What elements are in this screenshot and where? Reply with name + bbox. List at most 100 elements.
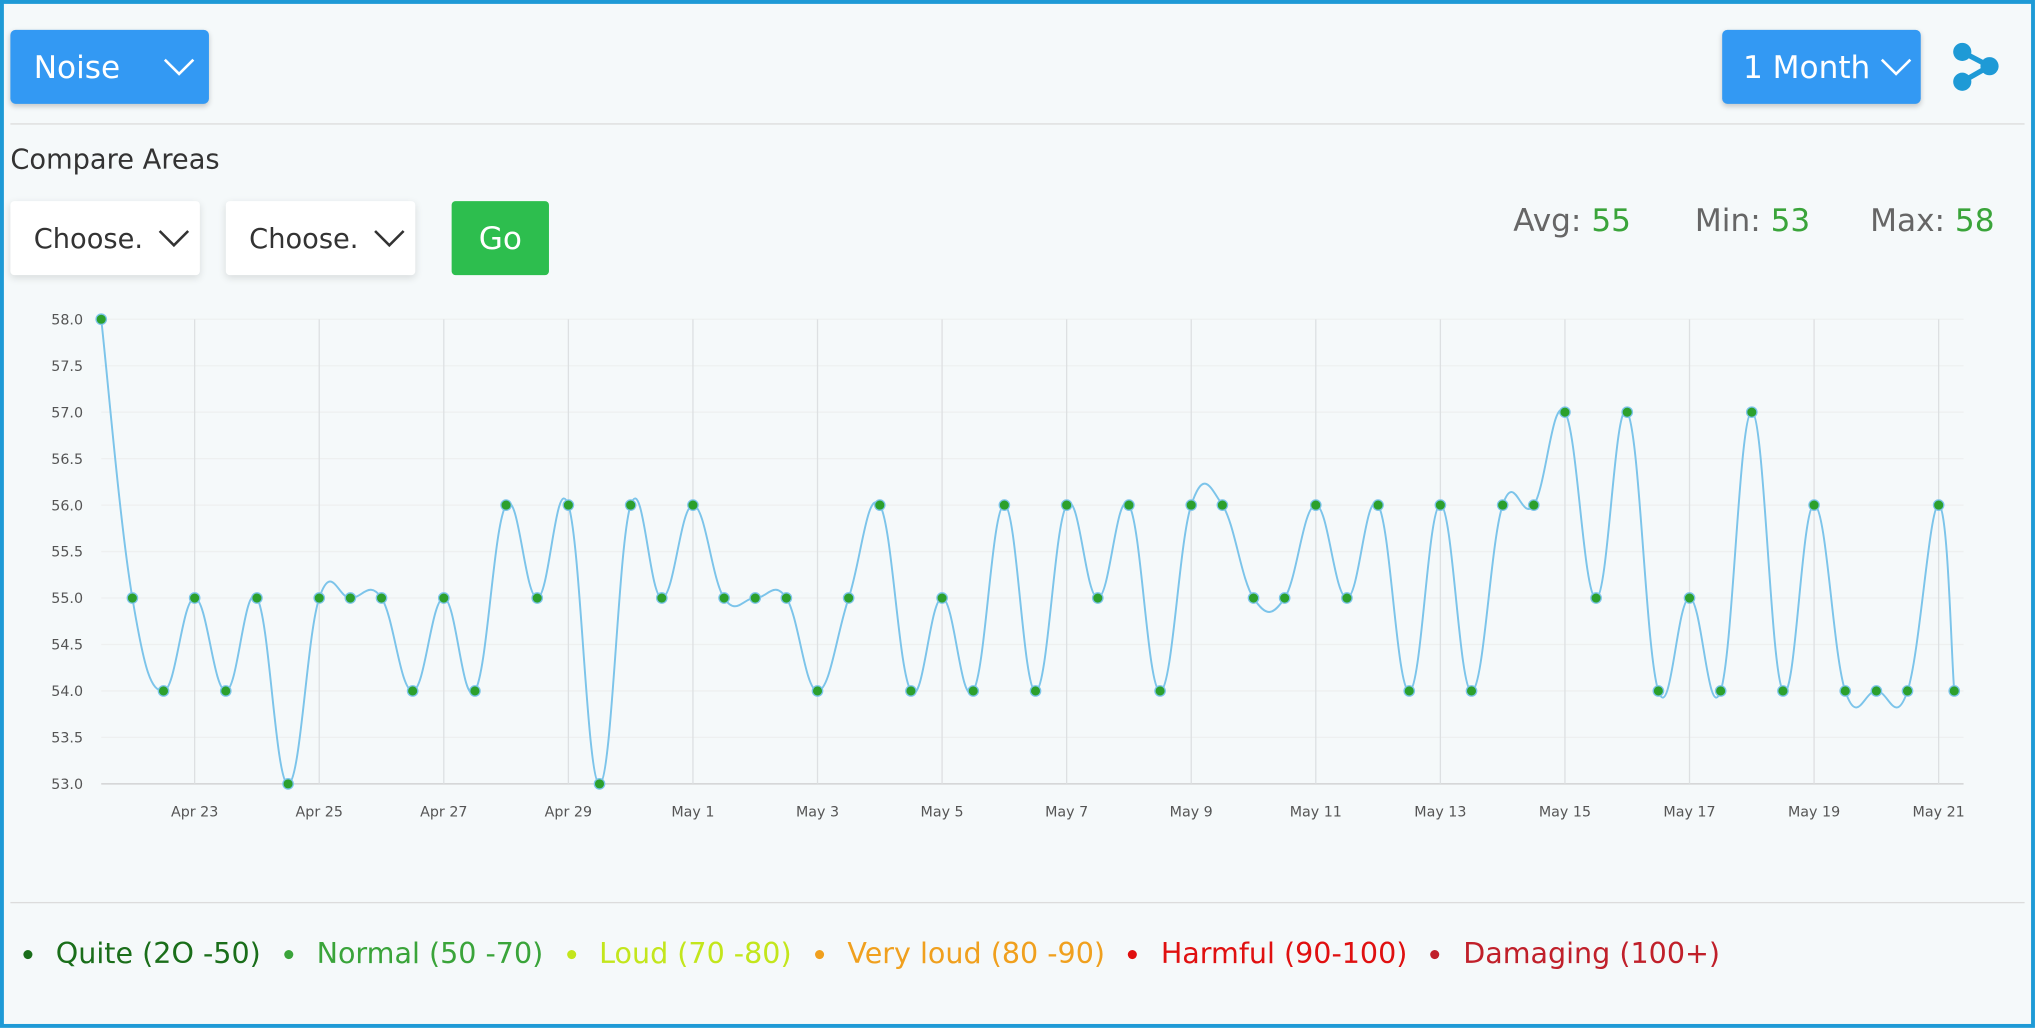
data-point (1559, 406, 1571, 419)
metric-dropdown[interactable]: Noise (10, 29, 209, 104)
y-tick-label: 54.0 (51, 684, 83, 700)
y-tick-label: 53.5 (51, 731, 83, 747)
data-point (1465, 685, 1478, 697)
data-point (811, 685, 824, 697)
y-tick-label: 57.0 (51, 405, 83, 421)
stat: Min: 53 (1695, 202, 1810, 238)
divider (10, 901, 2025, 904)
data-point (1839, 685, 1852, 697)
y-tick-label: 55.0 (51, 591, 83, 607)
y-tick-label: 53.0 (51, 777, 83, 793)
data-point (1029, 685, 1042, 697)
legend-dot (23, 949, 33, 960)
period-dropdown[interactable]: 1 Month (1722, 29, 1921, 104)
data-point (531, 592, 544, 604)
x-tick-label: Apr 25 (296, 804, 343, 820)
data-point (1870, 685, 1883, 697)
data-point (1341, 592, 1353, 604)
legend-item: Harmful (90-100) (1128, 938, 1407, 971)
x-tick-label: May 9 (1170, 804, 1213, 820)
legend-dot (284, 949, 294, 960)
go-label: Go (478, 219, 522, 257)
y-tick-label: 56.0 (51, 498, 83, 514)
data-point (1372, 499, 1384, 511)
x-tick-label: May 17 (1663, 804, 1715, 820)
x-tick-label: Apr 29 (545, 804, 592, 820)
data-point (562, 499, 575, 511)
data-point (375, 592, 388, 604)
stat-label: Min: (1694, 202, 1761, 239)
x-tick-label: May 19 (1788, 804, 1840, 820)
area1-dropdown[interactable]: Choose. (10, 201, 200, 276)
data-point (251, 592, 263, 604)
x-tick-label: May 13 (1414, 804, 1466, 820)
legend-dot (814, 949, 825, 960)
divider (10, 123, 2025, 125)
data-point (1901, 685, 1914, 697)
legend-label: Very loud (80 -90) (847, 938, 1106, 971)
stat-label: Avg: (1513, 202, 1582, 239)
data-point (1185, 499, 1198, 511)
data-point (313, 592, 326, 604)
compare-title: Compare Areas (10, 144, 220, 176)
x-tick-label: May 11 (1290, 804, 1342, 820)
stat: Max: 58 (1870, 202, 1994, 238)
legend-label: Loud (70 -80) (599, 938, 792, 971)
chevron (374, 229, 405, 247)
legend-label: Quite (2O -50) (55, 938, 261, 971)
legend-dot (566, 949, 576, 960)
y-tick-label: 57.5 (51, 359, 83, 375)
data-point (1154, 685, 1166, 697)
data-point (749, 592, 762, 604)
go-button[interactable]: Go (451, 201, 549, 276)
legend-item: Very loud (80 -90) (814, 938, 1106, 971)
legend-item: Quite (2O -50) (23, 938, 261, 971)
share-icon[interactable] (1951, 40, 2003, 95)
data-point (406, 685, 419, 697)
x-tick-label: May 7 (1045, 804, 1088, 820)
data-point (1808, 499, 1820, 511)
data-point (1278, 592, 1291, 604)
x-tick-label: May 15 (1539, 804, 1591, 820)
chart: 53.0 53.5 54.0 54.5 55.0 55.5 56.0 56.5 57.0 57.5… (51, 312, 1965, 820)
stat-label: Max: (1870, 202, 1946, 239)
x-tick-label: May 5 (921, 804, 964, 820)
data-point (1091, 592, 1104, 604)
area2-label: Choose. (249, 222, 359, 254)
chevron (163, 58, 195, 76)
legend-item: Loud (70 -80) (566, 938, 792, 971)
chevron (1880, 58, 1912, 76)
x-tick-label: Apr 23 (171, 804, 218, 820)
y-tick-label: 55.5 (51, 545, 83, 561)
legend-dot (1430, 949, 1440, 960)
x-tick-label: May 3 (796, 804, 839, 820)
data-point (1683, 592, 1696, 604)
data-point (1590, 592, 1602, 604)
data-point (967, 685, 980, 697)
legend-item: Damaging (100+) (1430, 938, 1721, 971)
data-point (1932, 499, 1945, 511)
data-point (998, 499, 1011, 511)
stat-value: 53 (1770, 202, 1811, 239)
data-point (282, 778, 294, 790)
legend-label: Damaging (100+) (1463, 938, 1721, 971)
data-point (593, 778, 606, 790)
data-point (219, 685, 232, 697)
data-point (1948, 685, 1961, 697)
stat: Avg: 55 (1513, 202, 1631, 238)
area2-dropdown[interactable]: Choose. (225, 201, 416, 276)
data-point (873, 499, 886, 511)
data-point (469, 685, 481, 697)
legend-dot (1128, 949, 1138, 960)
data-point (655, 592, 668, 604)
data-point (936, 592, 948, 604)
data-point (1621, 406, 1634, 419)
stat-value: 58 (1954, 202, 1995, 239)
data-point (1745, 406, 1758, 419)
data-point (905, 685, 917, 697)
legend-label: Normal (50 -70) (316, 938, 544, 971)
x-tick-label: May 21 (1913, 804, 1965, 820)
chevron (158, 229, 190, 247)
data-point (1527, 499, 1540, 511)
stat-value: 55 (1591, 202, 1631, 239)
